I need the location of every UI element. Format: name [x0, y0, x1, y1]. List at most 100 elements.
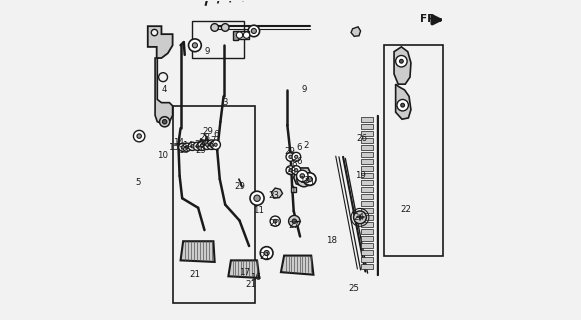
Circle shape: [188, 142, 196, 150]
Bar: [361, 264, 372, 269]
Text: 13: 13: [178, 146, 189, 155]
Circle shape: [401, 103, 404, 107]
Circle shape: [296, 170, 308, 182]
Text: 24: 24: [353, 213, 364, 222]
Polygon shape: [181, 241, 214, 262]
Text: 8: 8: [292, 159, 297, 168]
Polygon shape: [394, 47, 411, 84]
Polygon shape: [155, 58, 173, 123]
Circle shape: [289, 169, 292, 172]
Polygon shape: [396, 84, 411, 119]
Circle shape: [181, 146, 184, 149]
Circle shape: [397, 100, 408, 111]
Circle shape: [189, 39, 201, 52]
Circle shape: [192, 43, 198, 48]
Circle shape: [236, 32, 243, 38]
Circle shape: [354, 211, 367, 224]
Text: 21: 21: [304, 179, 315, 188]
Bar: [361, 257, 372, 262]
Text: 28: 28: [200, 132, 210, 141]
Bar: [361, 180, 372, 185]
Text: 11: 11: [253, 206, 264, 215]
Bar: [290, 187, 296, 193]
Bar: [361, 138, 372, 143]
Polygon shape: [351, 27, 361, 36]
Circle shape: [200, 144, 203, 147]
Text: 4: 4: [162, 85, 167, 94]
Text: 25: 25: [349, 284, 360, 292]
Circle shape: [300, 174, 304, 178]
Circle shape: [163, 120, 167, 124]
Circle shape: [243, 32, 250, 38]
Text: 19: 19: [355, 172, 366, 180]
Bar: [361, 145, 372, 150]
Text: 23: 23: [268, 190, 279, 200]
Bar: [385, 45, 443, 256]
Text: 9: 9: [205, 47, 210, 56]
Bar: [173, 106, 256, 303]
Text: 1: 1: [290, 186, 296, 195]
Bar: [361, 187, 372, 192]
Text: 28: 28: [194, 140, 205, 148]
Circle shape: [303, 173, 316, 186]
Circle shape: [214, 143, 217, 146]
Text: 26: 26: [357, 134, 368, 143]
Circle shape: [221, 24, 229, 31]
Bar: [361, 152, 372, 157]
Circle shape: [183, 143, 191, 151]
Bar: [361, 194, 372, 199]
Text: 21: 21: [245, 280, 256, 289]
Text: 15: 15: [168, 143, 179, 152]
Bar: [361, 131, 372, 136]
Bar: [361, 124, 372, 129]
Circle shape: [273, 219, 277, 223]
Text: 22: 22: [400, 205, 411, 214]
Bar: [361, 117, 372, 122]
Circle shape: [400, 59, 403, 63]
Text: 3: 3: [223, 98, 228, 107]
Text: 29: 29: [202, 127, 213, 136]
Bar: [361, 243, 372, 248]
Text: 29: 29: [234, 182, 245, 191]
Text: 6: 6: [209, 141, 214, 150]
Circle shape: [211, 24, 218, 31]
Circle shape: [207, 140, 216, 149]
Text: 6: 6: [214, 130, 220, 139]
Polygon shape: [293, 168, 311, 186]
Bar: [361, 236, 372, 241]
Text: 7: 7: [211, 136, 216, 145]
Bar: [361, 215, 372, 220]
Text: 27: 27: [288, 221, 299, 230]
Polygon shape: [148, 26, 173, 58]
Circle shape: [179, 143, 187, 151]
Circle shape: [292, 152, 301, 161]
Text: 29: 29: [285, 147, 295, 156]
Circle shape: [292, 219, 296, 223]
Circle shape: [289, 155, 292, 158]
Text: FR.: FR.: [421, 14, 440, 24]
Circle shape: [210, 143, 213, 146]
Polygon shape: [228, 260, 259, 278]
Text: 20: 20: [269, 219, 280, 228]
Text: 21: 21: [260, 252, 271, 261]
Text: 17: 17: [239, 268, 250, 277]
Text: 12: 12: [299, 176, 310, 185]
Text: 18: 18: [327, 236, 338, 245]
Circle shape: [289, 215, 300, 227]
Text: 2: 2: [303, 141, 309, 150]
Circle shape: [202, 140, 212, 149]
Bar: [192, 21, 244, 58]
Text: 14: 14: [173, 138, 184, 147]
Circle shape: [260, 247, 273, 260]
Circle shape: [197, 141, 207, 150]
Text: 28: 28: [286, 167, 297, 176]
Bar: [361, 250, 372, 255]
Circle shape: [254, 195, 260, 201]
Circle shape: [295, 155, 298, 158]
Text: 21: 21: [189, 270, 200, 279]
Bar: [361, 173, 372, 178]
Circle shape: [307, 177, 312, 182]
Circle shape: [248, 25, 260, 37]
Text: 5: 5: [135, 178, 141, 187]
Circle shape: [270, 216, 280, 226]
